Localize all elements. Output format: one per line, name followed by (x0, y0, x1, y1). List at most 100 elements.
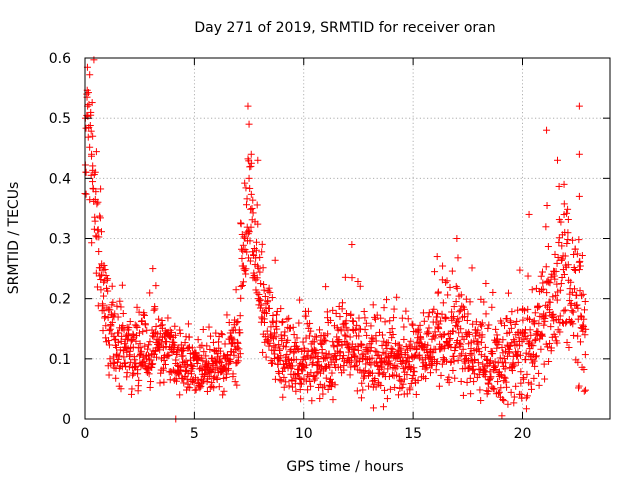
data-point (262, 353, 270, 361)
data-point (378, 362, 386, 370)
data-point (273, 311, 281, 319)
data-point (459, 345, 467, 353)
data-point (175, 371, 183, 379)
y-axis-label: SRMTID / TECUs (6, 182, 22, 295)
data-point (141, 342, 149, 350)
data-point (283, 315, 291, 323)
data-point (293, 345, 301, 353)
data-point (442, 278, 450, 286)
data-point (349, 317, 357, 325)
data-point (239, 278, 247, 286)
data-point (234, 339, 242, 347)
data-point (259, 348, 267, 356)
data-point (183, 360, 191, 368)
data-point (350, 346, 358, 354)
data-point (173, 377, 181, 385)
data-point (579, 321, 587, 329)
data-point (354, 346, 362, 354)
data-point (236, 329, 244, 337)
data-point (368, 354, 376, 362)
data-point (283, 351, 291, 359)
data-point (410, 364, 418, 372)
data-point (406, 384, 414, 392)
data-point (555, 234, 563, 242)
data-point (164, 314, 172, 322)
y-tick-label: 0.2 (49, 292, 71, 308)
data-point (328, 369, 336, 377)
data-point (86, 122, 94, 130)
data-point (176, 391, 184, 399)
data-point (281, 328, 289, 336)
data-point (96, 212, 104, 220)
data-point (291, 338, 299, 346)
data-point (104, 275, 112, 283)
data-point (236, 350, 244, 358)
data-point (89, 162, 97, 170)
data-point (452, 298, 460, 306)
data-point (322, 374, 330, 382)
data-point (338, 299, 346, 307)
data-point (152, 323, 160, 331)
data-point (386, 317, 394, 325)
data-point (466, 298, 474, 306)
data-point (367, 322, 375, 330)
data-point (403, 390, 411, 398)
data-point (570, 250, 578, 258)
data-point (580, 315, 588, 323)
data-point (433, 313, 441, 321)
data-point (299, 338, 307, 346)
grid-lines (85, 58, 610, 419)
data-point (455, 308, 463, 316)
data-point (84, 89, 92, 97)
data-point (380, 304, 388, 312)
data-point (546, 298, 554, 306)
data-point (185, 343, 193, 351)
data-point (365, 368, 373, 376)
data-point (160, 378, 168, 386)
data-point (94, 198, 102, 206)
data-point (470, 378, 478, 386)
data-point (489, 288, 497, 296)
data-point (89, 178, 97, 186)
data-point (560, 180, 568, 188)
data-point (524, 305, 532, 313)
data-point (285, 382, 293, 390)
data-point (493, 331, 501, 339)
data-point (278, 337, 286, 345)
data-point (136, 344, 144, 352)
data-point (282, 378, 290, 386)
data-point (158, 321, 166, 329)
data-point (342, 309, 350, 317)
data-point (327, 316, 335, 324)
data-point (139, 358, 147, 366)
data-point (104, 337, 112, 345)
data-point (516, 351, 524, 359)
data-point (533, 327, 541, 335)
data-point (341, 331, 349, 339)
data-point (495, 388, 503, 396)
data-point (424, 328, 432, 336)
data-point (117, 385, 125, 393)
data-point (273, 325, 281, 333)
data-point (539, 279, 547, 287)
data-point (396, 376, 404, 384)
data-point (490, 385, 498, 393)
data-point (522, 394, 530, 402)
data-point (96, 272, 104, 280)
data-point (567, 278, 575, 286)
data-point (399, 380, 407, 388)
data-point (96, 214, 104, 222)
data-point (201, 371, 209, 379)
data-point (242, 201, 250, 209)
data-point (333, 356, 341, 364)
data-point (169, 366, 177, 374)
data-point (122, 362, 130, 370)
data-point (236, 312, 244, 320)
data-point (87, 108, 95, 116)
data-point (194, 356, 202, 364)
data-point (268, 294, 276, 302)
data-point (433, 360, 441, 368)
data-point (530, 320, 538, 328)
data-point (397, 344, 405, 352)
data-point (84, 133, 92, 141)
